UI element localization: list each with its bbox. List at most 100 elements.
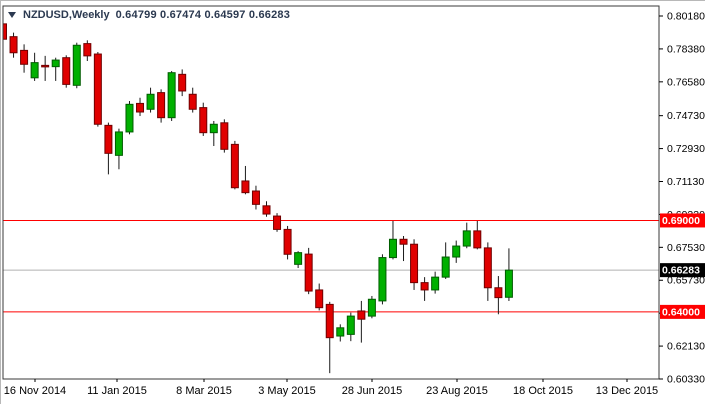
candle-42 <box>441 242 450 279</box>
symbol-period-label: NZDUSD,Weekly <box>23 9 110 21</box>
last-price-badge: 0.66283 <box>660 263 705 278</box>
candle-20 <box>209 120 218 147</box>
candle-27 <box>283 225 292 260</box>
candle-26 <box>273 213 282 232</box>
ohlc-values: 0.64799 0.67474 0.64597 0.66283 <box>115 9 291 21</box>
date-axis: 16 Nov 2014 11 Jan 2015 8 Mar 2015 3 May 20… <box>4 379 658 397</box>
level-badge-069000-bg <box>660 213 705 228</box>
candle-14 <box>146 87 155 113</box>
price-tick-label: 0.76580 <box>667 76 705 88</box>
price-tick-label: 0.67530 <box>667 242 705 254</box>
candle-7 <box>72 42 81 89</box>
candle-body-bull <box>346 315 355 335</box>
candle-body-bull <box>462 230 471 247</box>
candle-body-bear <box>420 282 429 291</box>
level-badge-069000: 0.69000 <box>660 213 705 228</box>
candle-body-bull <box>431 276 440 291</box>
candle-body-bear <box>3 23 7 40</box>
candle-body-bear <box>220 122 229 150</box>
candle-21 <box>220 119 229 153</box>
candle-body-bear <box>410 243 419 284</box>
price-tick-label: 0.78380 <box>667 43 705 55</box>
candle-body-bull <box>452 245 461 258</box>
plot-area[interactable] <box>1 20 659 374</box>
price-tick-label: 0.80180 <box>667 11 705 23</box>
candle-body-bear <box>357 310 366 320</box>
candle-body-bear <box>188 93 197 110</box>
candle-body-bear <box>241 180 250 194</box>
candle-body-bull <box>441 256 450 278</box>
candle-35 <box>367 295 376 319</box>
candle-body-bear <box>104 124 113 154</box>
candle-body-bear <box>136 102 145 113</box>
candle-body-bear <box>251 190 260 205</box>
candle-31 <box>325 301 334 374</box>
candle-body-bear <box>199 107 208 134</box>
candle-2 <box>20 44 29 73</box>
candle-43 <box>452 240 461 263</box>
candle-body-bear <box>178 73 187 92</box>
candle-body-bull <box>504 269 513 298</box>
candle-36 <box>378 254 387 305</box>
candle-3 <box>30 52 39 81</box>
candle-48 <box>504 248 513 301</box>
candle-46 <box>483 242 492 301</box>
candle-0 <box>3 20 7 45</box>
candle-body-bull <box>72 44 81 86</box>
candle-38 <box>399 235 408 262</box>
candle-body-bull <box>367 298 376 317</box>
last-price-badge-text: 0.66283 <box>662 265 700 277</box>
candle-19 <box>199 102 208 136</box>
candle-body-bull <box>125 103 134 133</box>
candle-39 <box>410 239 419 290</box>
last-price-badge-bg <box>660 263 705 278</box>
candle-15 <box>157 89 166 123</box>
candle-body-bear <box>325 303 334 339</box>
candle-body-bear <box>304 253 313 292</box>
level-badge-064000-text: 0.64000 <box>662 306 700 318</box>
candle-4 <box>41 55 50 81</box>
candle-body-bull <box>146 93 155 110</box>
date-tick-label: 11 Jan 2015 <box>87 385 147 397</box>
candle-body-bull <box>51 59 60 68</box>
price-tick-label: 0.65730 <box>667 275 705 287</box>
candle-18 <box>188 87 197 113</box>
chart-title: NZDUSD,Weekly 0.64799 0.67474 0.64597 0.… <box>8 8 290 22</box>
level-badge-069000-text: 0.69000 <box>662 215 700 227</box>
candle-12 <box>125 101 134 135</box>
candle-44 <box>462 222 471 249</box>
candle-8 <box>83 40 92 61</box>
candle-body-bear <box>93 53 102 125</box>
candle-body-bear <box>283 228 292 255</box>
candle-10 <box>104 122 113 175</box>
candle-47 <box>494 276 503 315</box>
date-tick-label: 3 May 2015 <box>258 385 315 397</box>
plot-border <box>2 5 660 380</box>
chart-title-dropdown-icon[interactable] <box>8 12 16 18</box>
candle-body-bear <box>473 230 482 249</box>
candle-body-bear <box>262 205 271 215</box>
level-badge-064000-bg <box>660 304 705 319</box>
candle-body-bull <box>294 252 303 265</box>
candle-29 <box>304 247 313 295</box>
candle-body-bull <box>209 123 218 134</box>
candle-5 <box>51 57 60 81</box>
candle-28 <box>294 251 303 268</box>
date-tick-label: 18 Oct 2015 <box>513 385 573 397</box>
candle-22 <box>230 140 239 190</box>
candle-body-bear <box>315 289 324 309</box>
candle-body-bull <box>388 238 397 259</box>
candle-6 <box>62 55 71 88</box>
candle-body-bull <box>378 257 387 302</box>
candle-23 <box>241 165 250 195</box>
date-tick-label: 28 Jun 2015 <box>342 385 403 397</box>
candle-body-bear <box>483 247 492 289</box>
candle-body-bear <box>9 36 18 54</box>
candle-24 <box>251 185 260 210</box>
candle-40 <box>420 277 429 301</box>
price-tick-label: 0.62130 <box>667 341 705 353</box>
candle-body-bear <box>273 215 282 230</box>
